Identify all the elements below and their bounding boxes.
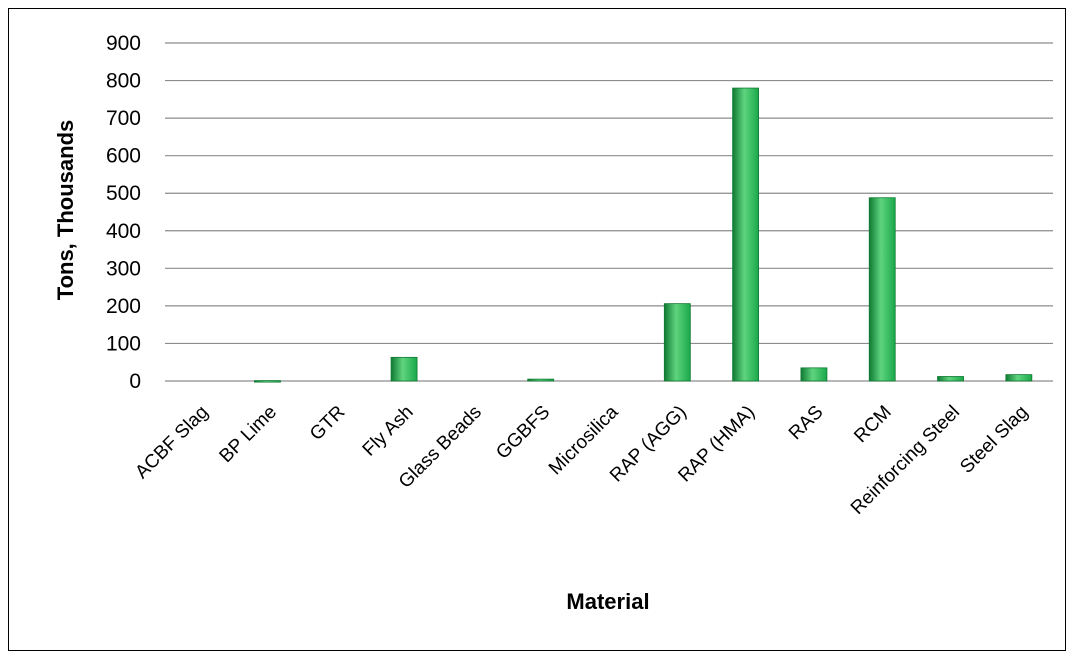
chart-frame: 0 100 200 300 400 500 600 700 800 900 ACBF Slag BP… bbox=[8, 8, 1066, 651]
x-tick-label: GTR bbox=[306, 402, 349, 445]
bar bbox=[1005, 374, 1033, 382]
x-tick-label: Fly Ash bbox=[359, 402, 418, 461]
x-tick-label: Steel Slag bbox=[956, 402, 1032, 478]
x-tick-label: RCM bbox=[850, 402, 895, 447]
y-axis-title: Tons, Thousands bbox=[53, 120, 78, 300]
x-tick-label: RAS bbox=[785, 402, 827, 444]
bar-chart: 0 100 200 300 400 500 600 700 800 900 ACBF Slag BP… bbox=[53, 32, 1053, 614]
x-tick-label: ACBF Slag bbox=[131, 402, 212, 483]
bar bbox=[663, 303, 691, 382]
bar bbox=[800, 367, 828, 382]
y-tick-label: 900 bbox=[106, 32, 141, 55]
y-tick-label: 700 bbox=[106, 107, 141, 130]
y-tick-labels: 0 100 200 300 400 500 600 700 800 900 bbox=[106, 32, 141, 393]
y-tick-label: 500 bbox=[106, 182, 141, 205]
bar bbox=[868, 197, 896, 382]
bar bbox=[390, 356, 418, 382]
y-tick-label: 400 bbox=[106, 220, 141, 243]
bar bbox=[254, 380, 281, 383]
y-tick-label: 0 bbox=[129, 370, 141, 393]
y-tick-label: 800 bbox=[106, 70, 141, 93]
y-tick-label: 100 bbox=[106, 332, 141, 355]
bars bbox=[254, 87, 1033, 383]
y-tick-label: 300 bbox=[106, 257, 141, 280]
x-axis-title: Material bbox=[566, 589, 649, 614]
gridlines bbox=[165, 42, 1053, 382]
x-tick-label: GGBFS bbox=[492, 402, 554, 464]
y-tick-label: 600 bbox=[106, 145, 141, 168]
bar bbox=[937, 376, 964, 382]
bar bbox=[732, 87, 760, 382]
y-tick-label: 200 bbox=[106, 295, 141, 318]
bar bbox=[527, 378, 555, 382]
x-tick-label: BP Lime bbox=[216, 402, 281, 467]
